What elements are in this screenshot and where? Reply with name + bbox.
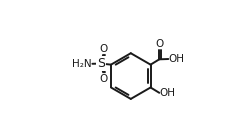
Text: H₂N: H₂N [72,59,92,69]
Text: O: O [156,39,164,49]
Text: O: O [100,44,108,54]
Text: OH: OH [160,88,176,98]
Text: OH: OH [169,54,185,64]
Text: O: O [100,74,108,84]
Text: S: S [97,57,105,70]
